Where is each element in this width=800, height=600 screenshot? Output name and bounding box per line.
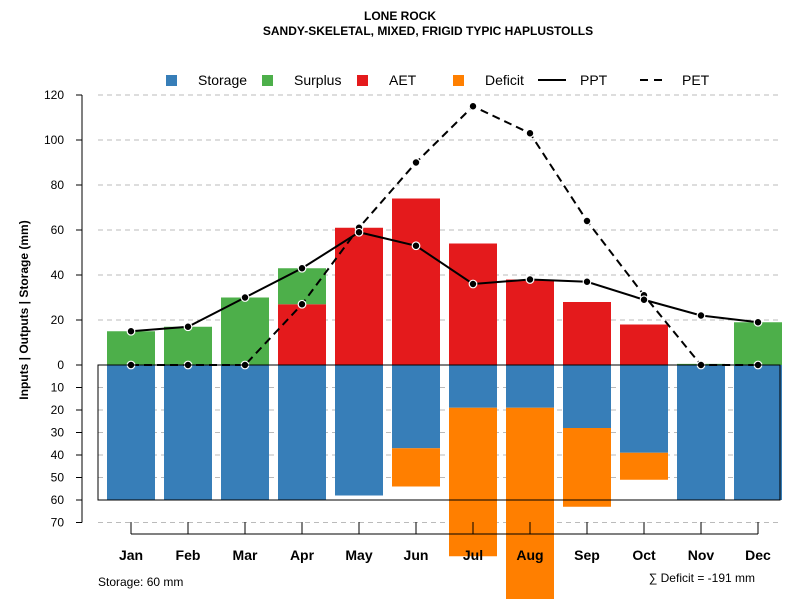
legend-swatch-deficit <box>453 75 464 86</box>
ppt-line-point <box>468 279 478 289</box>
bar-aet <box>335 227 383 365</box>
pet-line-point <box>297 299 307 309</box>
bar-aet <box>506 279 554 365</box>
legend-label-deficit: Deficit <box>485 72 524 88</box>
legend-swatch-surplus <box>262 75 273 86</box>
bar-deficit <box>563 428 611 507</box>
axes: 0 20 40 60 80 100 120 10 20 30 40 50 60 70 Jan Feb Mar Ap… <box>44 88 781 563</box>
ppt-line-point <box>240 293 250 302</box>
x-tick-label: Aug <box>516 547 543 563</box>
y-tick-label: 20 <box>51 313 65 327</box>
bar-storage <box>449 365 497 408</box>
legend-label-pet: PET <box>682 72 710 88</box>
y-tick-label: 50 <box>51 471 65 485</box>
bar-storage <box>278 365 326 500</box>
y-tick-label: 60 <box>51 223 65 237</box>
bar-surplus <box>278 268 326 305</box>
bar-storage <box>734 365 782 500</box>
bar-aet <box>449 243 497 365</box>
legend-label-aet: AET <box>389 72 417 88</box>
x-tick-label: Jan <box>119 547 143 563</box>
bar-aet <box>392 198 440 365</box>
x-tick-label: Sep <box>574 547 600 563</box>
x-tick-label: Apr <box>290 547 315 563</box>
bar-aet <box>563 302 611 365</box>
bar-aet <box>278 304 326 365</box>
ppt-line-point <box>183 322 193 332</box>
y-tick-label: 20 <box>51 403 65 417</box>
y-tick-label: 40 <box>51 268 65 282</box>
x-tick-label: Dec <box>745 547 771 563</box>
bars <box>107 198 782 599</box>
bar-surplus <box>734 322 782 365</box>
ppt-line-point <box>582 277 592 287</box>
x-tick-label: Jul <box>463 547 483 563</box>
bar-storage <box>335 365 383 496</box>
y-tick-label: 60 <box>51 493 65 507</box>
bar-surplus <box>107 331 155 365</box>
pet-line-point <box>525 128 535 138</box>
legend: Storage Surplus AET Deficit PPT PET <box>166 72 710 88</box>
bar-storage <box>620 365 668 453</box>
legend-label-storage: Storage <box>198 72 247 88</box>
ppt-line-point <box>126 326 136 336</box>
ppt-line-point <box>525 275 535 284</box>
x-tick-label: Nov <box>688 547 715 563</box>
bar-storage <box>392 365 440 449</box>
bar-deficit <box>506 407 554 599</box>
legend-swatch-aet <box>357 75 368 86</box>
x-tick-label: May <box>345 547 372 563</box>
bar-surplus <box>164 326 212 365</box>
y-tick-label: 30 <box>51 426 65 440</box>
x-tick-label: Feb <box>176 547 201 563</box>
deficit-note: ∑ Deficit = -191 mm <box>649 571 755 585</box>
pet-line-point <box>468 101 478 111</box>
legend-swatch-storage <box>166 75 177 86</box>
bar-aet <box>620 324 668 365</box>
bar-storage <box>677 365 725 500</box>
pet-line-point <box>411 158 421 167</box>
bar-deficit <box>392 448 440 487</box>
bar-storage <box>506 365 554 408</box>
chart-title: LONE ROCK <box>364 9 436 23</box>
ppt-line-point <box>411 241 421 251</box>
bar-surplus <box>221 297 269 365</box>
bar-storage <box>164 365 212 500</box>
legend-label-ppt: PPT <box>580 72 608 88</box>
y-tick-label: 70 <box>51 516 65 530</box>
ppt-line-point <box>297 263 307 273</box>
bar-storage <box>107 365 155 500</box>
y-tick-label: 40 <box>51 448 65 462</box>
legend-label-surplus: Surplus <box>294 72 341 88</box>
chart-subtitle: SANDY-SKELETAL, MIXED, FRIGID TYPIC HAPL… <box>263 24 593 38</box>
x-tick-label: Jun <box>404 547 429 563</box>
x-tick-label: Mar <box>233 547 258 563</box>
bar-storage <box>221 365 269 500</box>
pet-line-point <box>582 216 592 226</box>
ppt-line <box>130 231 759 333</box>
x-tick-label: Oct <box>632 547 656 563</box>
y-tick-label: 120 <box>44 88 64 102</box>
y-tick-label: 100 <box>44 133 64 147</box>
bar-storage <box>563 365 611 428</box>
ppt-line-point <box>696 311 706 320</box>
ppt-line-point <box>753 317 763 327</box>
ppt-line-point <box>354 227 364 237</box>
storage-capacity-box <box>97 364 781 501</box>
bar-deficit <box>620 452 668 480</box>
y-tick-label: 10 <box>51 381 65 395</box>
y-axis-label: Inputs | Outputs | Storage (mm) <box>17 220 31 399</box>
storage-note: Storage: 60 mm <box>98 575 183 589</box>
y-tick-label: 80 <box>51 178 65 192</box>
ppt-line-point <box>639 295 649 305</box>
y-tick-label: 0 <box>57 358 64 372</box>
